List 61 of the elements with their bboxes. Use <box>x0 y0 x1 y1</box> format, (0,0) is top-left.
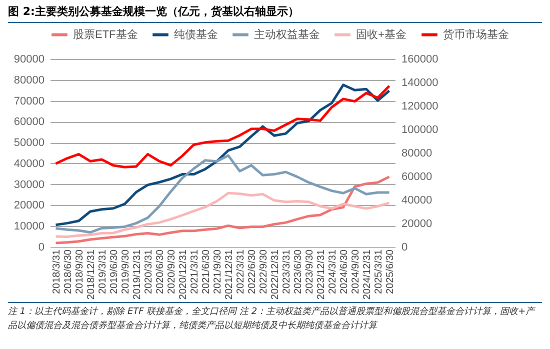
x-tick-label: 2018/9/30 <box>74 249 86 294</box>
x-tick-label: 2024/6/30 <box>338 249 350 294</box>
legend-label: 主动权益基金 <box>254 28 320 41</box>
y-tick-label: 90000 <box>14 54 44 66</box>
legend-label: 货币市场基金 <box>443 28 509 41</box>
y2-tick-label: 160000 <box>402 54 438 66</box>
text: 注 1：以主代码基金计，剔除 ETF 联接基金，全文口径同 注 2：主动权益类产品以普通股票型和偏股混合型基金合计计算，固收+产品以偏债混合及混合债券型基金合计计算，纯债类产品以短期纯债及中长期纯债基金合计计算 <box>8 302 542 333</box>
y-tick-label: 70000 <box>14 95 44 108</box>
x-tick-label: 2020/6/30 <box>154 249 166 294</box>
line-series <box>54 84 390 226</box>
x-tick-label: 2023/6/30 <box>292 249 304 294</box>
x-tick-label: 2023/12/31 <box>316 249 327 300</box>
line-series <box>54 176 390 244</box>
x-tick-label: 2022/12/31 <box>270 249 281 300</box>
x-tick-label: 2023/3/31 <box>281 249 292 294</box>
y2-tick-label: 20000 <box>402 218 432 230</box>
x-tick-label: 2020/9/30 <box>166 249 178 294</box>
x-tick-label: 2022/9/30 <box>258 249 270 294</box>
x-tick-label: 2022/6/30 <box>246 249 258 294</box>
y-tick-label: 80000 <box>14 74 44 86</box>
x-tick-label: 2019/3/31 <box>97 249 108 294</box>
x-tick-label: 2021/12/31 <box>224 249 235 300</box>
y2-tick-label: 120000 <box>402 100 438 112</box>
y-tick-label: 10000 <box>14 220 44 233</box>
line-series <box>54 84 390 168</box>
x-tick-label: 2021/3/31 <box>189 249 200 294</box>
legend-label: 固收+基金 <box>356 28 406 41</box>
line-series <box>54 192 390 238</box>
y2-tick-label: 40000 <box>402 194 432 206</box>
y-tick-label: 30000 <box>14 178 44 191</box>
x-tick-label: 2019/9/30 <box>120 249 132 294</box>
x-tick-label: 2024/9/30 <box>350 249 362 294</box>
x-tick-label: 2018/12/31 <box>86 249 97 300</box>
y-tick-label: 20000 <box>14 200 44 212</box>
y2-tick-label: 0 <box>402 242 408 254</box>
line-series <box>54 154 390 234</box>
y2-tick-label: 140000 <box>402 77 438 89</box>
y2-tick-label: 100000 <box>402 124 438 136</box>
x-tick-label: 2022/3/31 <box>235 249 246 294</box>
x-tick-label: 2019/6/30 <box>108 249 120 294</box>
x-tick-label: 2020/12/31 <box>178 249 189 300</box>
chart-title: 图 2:主要类别公募基金规模一览（亿元，货基以右轴显示） <box>8 4 542 23</box>
x-tick-label: 2019/12/31 <box>132 249 143 300</box>
y-tick-label: 60000 <box>14 116 44 128</box>
x-tick-label: 2024/12/31 <box>362 249 373 300</box>
y2-tick-label: 80000 <box>402 148 432 160</box>
x-tick-label: 2025/3/31 <box>373 249 384 294</box>
y-tick-label: 50000 <box>14 137 44 150</box>
x-tick-label: 2018/3/31 <box>51 249 62 294</box>
x-tick-label: 2018/6/30 <box>62 249 74 294</box>
x-tick-label: 2021/6/30 <box>200 249 212 294</box>
x-tick-label: 2024/3/31 <box>327 249 338 294</box>
legend-label: 纯债基金 <box>174 28 218 41</box>
y2-tick-label: 60000 <box>402 171 432 183</box>
legend-label: 股票ETF基金 <box>73 28 138 41</box>
x-tick-label: 2025/6/30 <box>384 249 396 294</box>
y-tick-label: 40000 <box>14 158 44 170</box>
x-tick-label: 2021/9/30 <box>212 249 224 294</box>
x-tick-label: 2020/3/31 <box>143 249 154 294</box>
y-tick-label: 0 <box>38 242 44 254</box>
x-tick-label: 2023/9/30 <box>304 249 316 294</box>
